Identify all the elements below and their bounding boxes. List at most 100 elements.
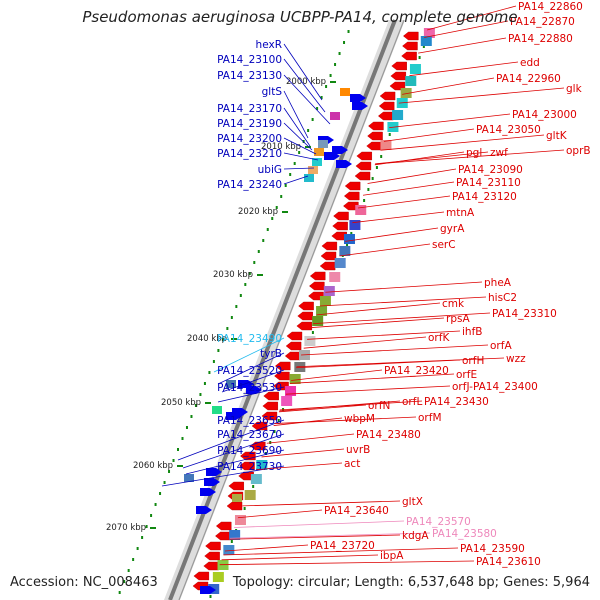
right-gene-label: PA14_22960 — [496, 73, 561, 85]
reverse-gene-arrow — [332, 221, 348, 231]
forward-annotation-block — [312, 158, 322, 166]
tick-dot — [284, 184, 287, 187]
tick-dot — [154, 503, 157, 506]
annotation-block — [319, 296, 331, 306]
tick-dot — [199, 393, 202, 396]
left-leader-line — [217, 386, 285, 403]
forward-annotation-block — [318, 140, 328, 148]
left-gene-label: PA14_23240 — [217, 179, 282, 191]
tick-dot — [371, 177, 374, 180]
left-gene-label: PA14_23730 — [217, 461, 282, 473]
annotation-block — [323, 286, 335, 296]
left-gene-label: hexR — [256, 39, 282, 51]
annotation-block — [244, 490, 256, 500]
kbp-tick-mark — [282, 211, 288, 213]
right-leader-line — [383, 128, 475, 142]
reverse-gene-arrow — [193, 571, 210, 581]
right-leader-line — [289, 373, 455, 384]
forward-annotation-block — [212, 406, 222, 414]
left-leader-line — [283, 122, 313, 151]
annotation-block — [304, 336, 316, 346]
right-gene-label: orfH — [462, 355, 484, 367]
left-leader-line — [283, 107, 311, 147]
tick-dot — [275, 206, 278, 209]
right-leader-line — [418, 37, 507, 54]
tick-dot — [127, 569, 130, 572]
tick-dot — [239, 294, 242, 297]
right-leader-line — [375, 149, 565, 165]
right-gene-label: ihfB — [462, 326, 482, 338]
tick-dot — [194, 404, 197, 407]
left-gene-label: PA14_23170 — [217, 103, 282, 115]
reverse-gene-arrow — [226, 501, 243, 511]
reverse-gene-arrow — [215, 521, 232, 531]
kbp-tick-mark — [330, 81, 336, 83]
tick-dot — [266, 228, 269, 231]
forward-gene-arrow — [332, 146, 348, 154]
kbp-tick-mark — [150, 527, 156, 529]
left-leader-line — [283, 137, 317, 155]
reverse-gene-arrow — [354, 171, 371, 181]
right-gene-label: orfM — [418, 412, 442, 424]
accession-text: Accession: NC_008463 — [10, 575, 158, 590]
tick-dot — [136, 547, 139, 550]
reverse-gene-arrow — [297, 311, 313, 321]
right-gene-label: wbpM — [344, 413, 375, 425]
tick-dot — [208, 371, 211, 374]
tick-dot — [132, 558, 135, 561]
right-leader-line — [402, 77, 495, 95]
forward-annotation-block — [314, 148, 324, 156]
map-title: Pseudomonas aeruginosa UCBPP-PA14, compl… — [82, 8, 518, 26]
reverse-gene-arrow — [263, 391, 279, 401]
reverse-gene-arrow — [298, 301, 314, 311]
reverse-gene-arrow — [286, 331, 303, 341]
left-leader-line — [213, 337, 285, 373]
right-leader-line — [307, 330, 461, 340]
annotation-block — [423, 28, 435, 38]
reverse-gene-arrow — [355, 161, 372, 171]
kbp-tick-label: 2070 kbp — [106, 523, 146, 533]
kbp-tick-label: 2020 kbp — [238, 207, 278, 217]
right-gene-label: gltK — [546, 130, 568, 142]
right-gene-label: wzz — [506, 353, 526, 365]
tick-dot — [257, 250, 260, 253]
reverse-gene-arrow — [262, 401, 279, 411]
left-gene-label: PA14_23520 — [217, 365, 282, 377]
right-gene-label: glk — [566, 83, 583, 95]
reverse-gene-arrow — [390, 71, 407, 81]
left-leader-line — [182, 433, 285, 469]
annotation-block — [234, 515, 246, 525]
tick-dot — [298, 151, 301, 154]
reverse-gene-arrow — [228, 481, 244, 491]
kbp-tick-label: 2010 kbp — [261, 142, 301, 152]
forward-gene-arrow — [352, 102, 368, 110]
tick-dot — [320, 96, 323, 99]
left-label-layer: hexR PA14_23100 PA14_23130 gltS PA14_23170 PA… — [161, 39, 331, 487]
annotation-block — [250, 474, 262, 484]
forward-gene-arrow — [206, 468, 222, 476]
right-gene-label: hisC2 — [488, 292, 517, 304]
right-leader-line — [278, 404, 367, 413]
forward-annotation-block — [184, 474, 194, 482]
right-leader-line — [311, 317, 445, 328]
kbp-tick-label: 2050 kbp — [161, 398, 201, 408]
annotation-block — [285, 386, 297, 396]
left-leader-line — [177, 419, 285, 461]
annotation-block — [392, 110, 404, 120]
right-gene-label: orfK — [428, 332, 450, 344]
left-leader-line — [283, 43, 323, 101]
right-gene-label: PA14_23420 — [384, 365, 449, 377]
annotation-block — [212, 572, 224, 582]
right-leader-line — [389, 113, 511, 129]
tick-dot — [388, 133, 391, 136]
reverse-gene-arrow — [309, 271, 326, 281]
kbp-tick-label: 2060 kbp — [133, 461, 173, 471]
tick-dot — [343, 41, 346, 44]
right-leader-line — [367, 168, 457, 184]
right-gene-label: PA14_23310 — [492, 308, 557, 320]
tick-dot — [217, 349, 220, 352]
right-gene-label: PA14_23050 — [476, 124, 541, 136]
right-gene-label: orfE — [456, 369, 477, 381]
tick-dot — [226, 327, 229, 330]
